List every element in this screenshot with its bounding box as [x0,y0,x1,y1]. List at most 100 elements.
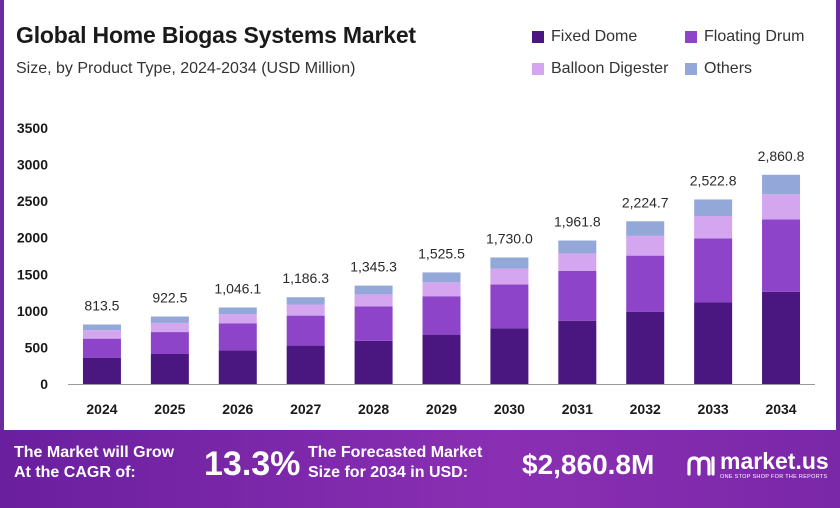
y-tick-label: 2500 [17,193,48,209]
cagr-caption-line1: The Market will Grow [14,444,175,461]
bar-total-label: 2,860.8 [758,148,805,164]
legend-item-fixed-dome: Fixed Dome [532,28,637,46]
bar-segment-fixed-dome [762,291,801,384]
bar-segment-floating-drum [82,338,121,358]
x-tick-label: 2033 [698,401,729,417]
y-tick-label: 1500 [17,266,48,282]
bar-segment-fixed-dome [82,357,121,384]
bar-segment-others [490,257,529,269]
bar-total-label: 813.5 [84,297,119,313]
bar-segment-balloon-digester [490,268,529,285]
bar-segment-balloon-digester [218,314,257,324]
bar-total-label: 922.5 [152,290,187,306]
bar-segment-balloon-digester [286,304,325,316]
logo-tagline: ONE STOP SHOP FOR THE REPORTS [720,474,828,480]
x-tick-label: 2026 [222,401,253,417]
legend-label: Balloon Digester [551,60,669,77]
forecast-value: $2,860.8M [522,449,655,480]
bar-segment-others [422,272,461,283]
x-tick-label: 2024 [86,401,117,417]
bar-segment-floating-drum [490,284,529,329]
bar-segment-floating-drum [218,323,257,351]
bar-segment-floating-drum [694,238,733,303]
legend-swatch-floating-drum [685,31,697,43]
bar-segment-fixed-dome [218,350,257,384]
bar-segment-floating-drum [286,315,325,346]
bar-segment-others [218,307,257,315]
x-tick-label: 2025 [154,401,185,417]
legend-item-floating-drum: Floating Drum [685,28,804,46]
x-tick-label: 2027 [290,401,321,417]
bar-segment-fixed-dome [422,334,461,384]
x-tick-label: 2030 [494,401,525,417]
y-tick-label: 3500 [17,120,48,136]
bar-segment-others [354,285,393,295]
bar-segment-fixed-dome [626,311,665,384]
forecast-caption-line1: The Forecasted Market [308,444,483,461]
logo-wordmark: market.us [720,448,829,474]
bar-total-label: 1,345.3 [350,259,397,275]
bar-total-label: 1,046.1 [214,280,261,296]
bar-segment-others [558,240,597,254]
x-tick-label: 2031 [562,401,593,417]
bar-total-label: 1,525.5 [418,245,465,261]
bar-total-label: 1,961.8 [554,214,601,230]
y-tick-label: 2000 [17,230,48,246]
right-border [836,0,840,430]
market-us-logo-icon [687,456,715,476]
y-tick-label: 0 [40,376,48,392]
y-tick-label: 1000 [17,303,48,319]
bar-segment-others [694,199,733,216]
forecast-caption-line2: Size for 2034 in USD: [308,464,469,481]
legend-label: Floating Drum [704,28,805,45]
y-tick-label: 3000 [17,157,48,173]
legend-swatch-fixed-dome [532,31,544,43]
legend-swatch-others [685,63,697,75]
bar-segment-fixed-dome [150,354,189,384]
bar-chart: 0 500 1000 1500 2000 2500 3000 3500 813.5 2024 922… [17,120,815,417]
bar-segment-fixed-dome [354,340,393,384]
bar-segment-fixed-dome [694,302,733,384]
chart-subtitle: Size, by Product Type, 2024-2034 (USD Mi… [16,60,356,77]
legend-swatch-balloon-digester [532,63,544,75]
bar-total-label: 2,224.7 [622,194,669,210]
bar-segment-balloon-digester [694,215,733,239]
bar-segment-others [286,297,325,305]
legend-item-balloon-digester: Balloon Digester [532,60,668,78]
bar-segment-balloon-digester [150,322,189,333]
bar-segment-balloon-digester [558,253,597,271]
bar-total-label: 1,730.0 [486,230,533,246]
bar-total-label: 1,186.3 [282,270,329,286]
legend-item-others: Others [685,60,752,78]
bar-segment-balloon-digester [82,330,121,339]
bar-segment-balloon-digester [354,294,393,307]
legend-label: Fixed Dome [551,28,638,45]
cagr-caption-line2: At the CAGR of: [14,464,136,481]
x-tick-label: 2032 [630,401,661,417]
bar-segment-balloon-digester [762,194,801,220]
x-tick-label: 2034 [765,401,796,417]
bar-segment-fixed-dome [286,345,325,384]
legend-label: Others [704,60,753,77]
bar-segment-floating-drum [558,270,597,321]
bar-segment-floating-drum [626,255,665,312]
bar-segment-floating-drum [762,219,801,292]
x-tick-label: 2029 [426,401,457,417]
bar-segment-fixed-dome [490,328,529,384]
bar-segment-balloon-digester [626,235,665,256]
left-border [0,0,4,430]
bar-total-label: 2,522.8 [690,172,737,188]
cagr-value: 13.3% [204,445,301,483]
chart-title: Global Home Biogas Systems Market [16,22,416,48]
bar-segment-floating-drum [150,332,189,355]
bar-segment-others [82,324,121,331]
bar-segment-floating-drum [422,296,461,335]
y-tick-label: 500 [25,339,49,355]
x-tick-label: 2028 [358,401,389,417]
bar-segment-balloon-digester [422,282,461,297]
bar-segment-floating-drum [354,306,393,341]
bar-segment-others [626,221,665,236]
bar-segment-fixed-dome [558,320,597,384]
bar-segment-others [150,316,189,323]
